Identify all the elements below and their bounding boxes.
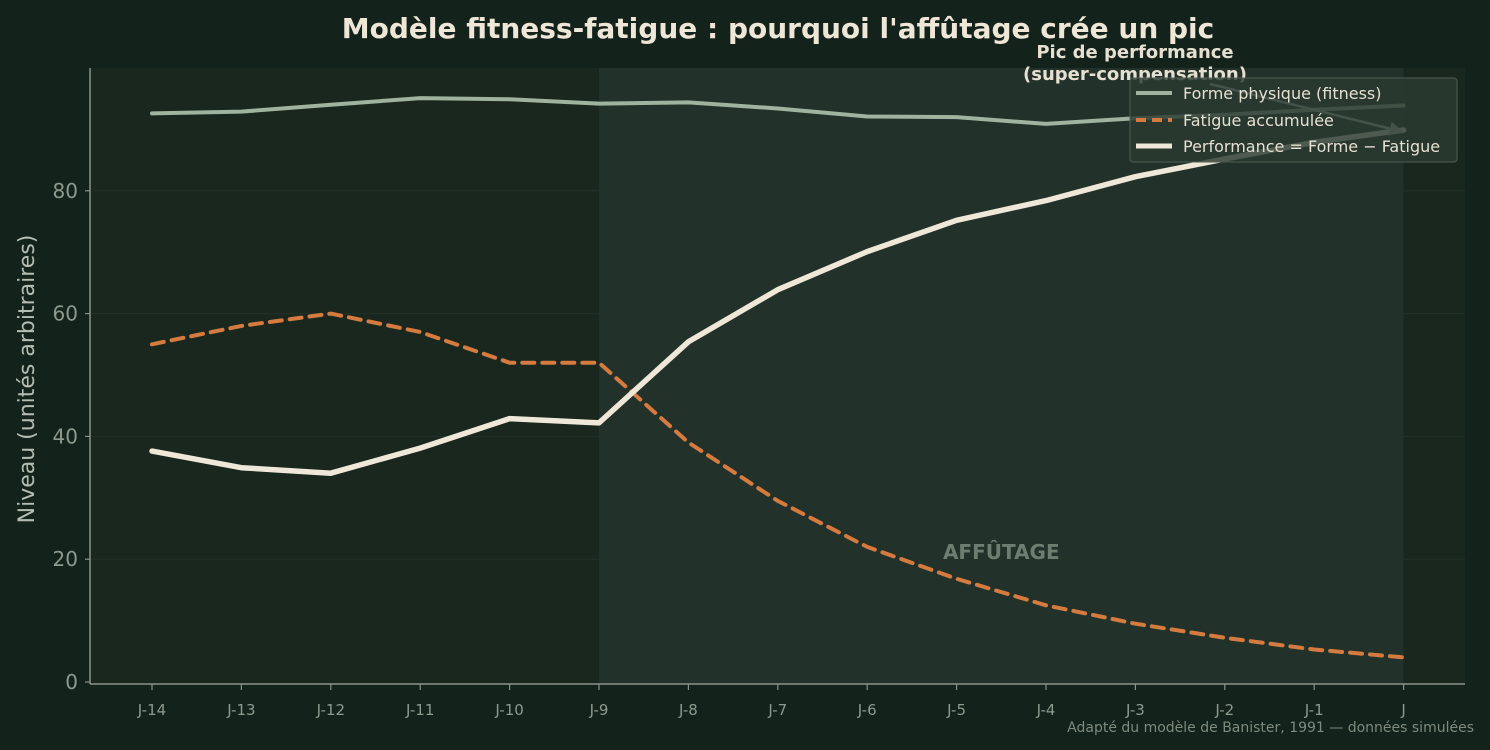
- legend-box: [1129, 77, 1458, 163]
- ytick-label-40: 40: [53, 424, 78, 448]
- xtick-label-9: J-5: [946, 701, 966, 719]
- taper-label: AFFÛTAGE: [943, 540, 1060, 564]
- x-ticks: J-14 J-13 J-12 J-11 J-10 J-9 J-8 J-7 J-6 J-5 J-4 J-…: [137, 684, 1406, 719]
- xtick-label-3: J-11: [405, 701, 434, 719]
- gridlines: [90, 190, 1465, 560]
- ytick-label-0: 0: [65, 670, 78, 694]
- xtick-label-4: J-10: [494, 701, 523, 719]
- xtick-label-0: J-14: [137, 701, 166, 719]
- xtick-label-11: J-3: [1125, 701, 1145, 719]
- xtick-label-6: J-8: [678, 701, 698, 719]
- y-ticks: 0 20 40 60 80: [53, 179, 90, 694]
- legend: Forme physique (fitness) Fatigue accumul…: [1129, 77, 1458, 163]
- ytick-label-80: 80: [53, 179, 78, 203]
- xtick-label-1: J-13: [226, 701, 255, 719]
- xtick-label-8: J-6: [857, 701, 877, 719]
- ytick-label-20: 20: [53, 547, 78, 571]
- legend-label-fatigue: Fatigue accumulée: [1183, 111, 1334, 130]
- source-note: Adapté du modèle de Banister, 1991 — don…: [1067, 720, 1474, 736]
- performance-line: [149, 127, 1407, 476]
- xtick-label-14: J: [1400, 701, 1405, 719]
- xtick-label-13: J-1: [1304, 701, 1324, 719]
- annotation-line-1: Pic de performance: [1036, 42, 1233, 63]
- xtick-label-7: J-7: [767, 701, 787, 719]
- xtick-label-5: J-9: [589, 701, 609, 719]
- ytick-label-60: 60: [53, 302, 78, 326]
- xtick-label-12: J-2: [1214, 701, 1234, 719]
- taper-shaded-region: [599, 68, 1404, 684]
- y-axis-label: Niveau (unités arbitraires): [15, 235, 40, 524]
- chart-title: Modèle fitness-fatigue : pourquoi l'affû…: [342, 12, 1215, 45]
- xtick-label-10: J-4: [1036, 701, 1056, 719]
- xtick-label-2: J-12: [316, 701, 345, 719]
- legend-label-fitness: Forme physique (fitness): [1183, 84, 1382, 103]
- fatigue-line: [150, 311, 1406, 660]
- legend-label-performance: Performance = Forme − Fatigue: [1183, 137, 1440, 156]
